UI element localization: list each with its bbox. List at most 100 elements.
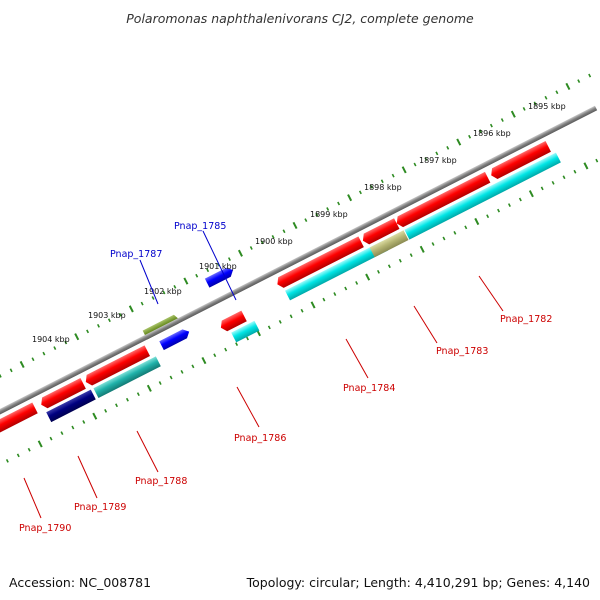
gene-arrow-pnap-1782[interactable] (488, 141, 551, 181)
minor-tick-mark (42, 351, 46, 356)
minor-tick-mark (551, 180, 555, 185)
genome-summary-text: Topology: circular; Length: 4,410,291 bp… (246, 575, 590, 590)
gene-label-pnap-1786[interactable]: Pnap_1786 (234, 433, 286, 444)
kbp-label: 1903 kbp (88, 311, 126, 320)
minor-tick-mark (333, 292, 337, 296)
minor-tick-mark (235, 342, 239, 346)
major-tick-mark (74, 333, 80, 341)
minor-tick-mark (246, 336, 249, 341)
gene-label-pnap-1782[interactable]: Pnap_1782 (500, 314, 552, 325)
orf-box-cyan-1786[interactable] (231, 320, 260, 343)
minor-tick-mark (180, 370, 184, 374)
gene-label-pnap-1784[interactable]: Pnap_1784 (343, 383, 395, 394)
major-tick-mark (365, 273, 371, 281)
gene-label-pnap-1790[interactable]: Pnap_1790 (19, 523, 71, 534)
minor-tick-mark (96, 323, 100, 328)
minor-tick-mark (497, 208, 501, 213)
minor-tick-mark (115, 403, 119, 408)
minor-tick-mark (442, 236, 446, 241)
minor-tick-mark (169, 375, 173, 380)
minor-tick-mark (213, 353, 217, 358)
gene-arrow-pnap-1784[interactable] (275, 236, 364, 289)
minor-tick-mark (355, 281, 359, 285)
minor-tick-mark (518, 197, 522, 202)
forward-strand-cds (0, 141, 551, 443)
reverse-strand-features (142, 266, 235, 351)
minor-tick-mark (486, 214, 490, 219)
orf-box-cyan-1782[interactable] (404, 152, 561, 240)
minor-tick-mark (289, 314, 293, 319)
leader-line-pnap-1789 (77, 455, 98, 499)
gene-label-pnap-1788[interactable]: Pnap_1788 (135, 476, 187, 487)
gene-arrow-pnap-1789[interactable] (39, 378, 86, 410)
minor-tick-mark (304, 218, 308, 223)
minor-tick-mark (16, 453, 20, 458)
inner-tick-track (5, 158, 599, 463)
leader-line-pnap-1790 (23, 477, 42, 519)
major-tick-mark (565, 82, 571, 90)
gene-label-pnap-1789[interactable]: Pnap_1789 (74, 502, 126, 513)
major-tick-mark (510, 110, 516, 118)
leader-line-pnap-1783 (413, 305, 438, 344)
major-tick-mark (310, 301, 316, 309)
minor-tick-mark (27, 447, 31, 452)
gene-arrow-pnap-1790[interactable] (0, 402, 38, 443)
minor-tick-mark (358, 190, 362, 195)
orf-box-cyan-1784[interactable] (285, 240, 389, 301)
minor-tick-mark (82, 420, 86, 424)
leader-line-pnap-1785 (202, 230, 237, 301)
gene-arrow-pnap-1785[interactable] (204, 266, 235, 288)
major-tick-mark (146, 384, 152, 392)
gene-arrow-pnap-1786[interactable] (218, 310, 247, 333)
kbp-label: 1899 kbp (310, 210, 348, 219)
minor-tick-mark (562, 175, 566, 180)
minor-tick-mark (249, 246, 253, 250)
orf-box-khaki-overlap[interactable] (369, 230, 409, 258)
minor-tick-mark (387, 264, 391, 269)
minor-tick-mark (5, 459, 9, 463)
gene-arrow-pnap-1783b[interactable] (360, 218, 400, 246)
minor-tick-mark (162, 290, 166, 295)
minor-tick-mark (369, 184, 373, 189)
gene-label-pnap-1783[interactable]: Pnap_1783 (436, 346, 488, 357)
gene-arrow-pnap-1788[interactable] (83, 345, 151, 387)
minor-tick-mark (344, 286, 348, 291)
minor-tick-mark (125, 397, 129, 402)
minor-tick-mark (577, 79, 581, 84)
minor-tick-mark (282, 229, 286, 234)
orf-box-navy-1789[interactable] (46, 389, 96, 423)
kbp-labels: 1895 kbp 1896 kbp 1897 kbp 1898 kbp 1899… (32, 102, 566, 344)
gene-labels: Pnap_1785 Pnap_1787 Pnap_1782 Pnap_1783 … (19, 221, 552, 534)
minor-tick-mark (489, 123, 493, 128)
minor-tick-mark (376, 269, 380, 274)
minor-tick-mark (595, 158, 599, 163)
accession-text: Accession: NC_008781 (9, 575, 151, 590)
minor-tick-mark (435, 151, 439, 156)
leader-line-pnap-1782 (478, 275, 504, 312)
minor-tick-mark (391, 173, 395, 178)
minor-tick-mark (540, 186, 544, 191)
minor-tick-mark (49, 436, 53, 441)
forward-strand-orfs (46, 152, 561, 423)
major-tick-mark (19, 360, 25, 369)
gene-label-pnap-1787[interactable]: Pnap_1787 (110, 249, 162, 260)
major-tick-mark (92, 412, 98, 420)
minor-tick-mark (271, 234, 275, 239)
gene-arrow-pnap-1787[interactable] (159, 327, 191, 351)
minor-tick-mark (224, 347, 228, 352)
minor-tick-mark (0, 373, 2, 378)
gene-label-pnap-1785[interactable]: Pnap_1785 (174, 221, 226, 232)
minor-tick-mark (413, 162, 417, 167)
minor-tick-mark (380, 179, 384, 184)
minor-tick-mark (195, 273, 199, 278)
major-tick-mark (128, 305, 134, 313)
leader-line-pnap-1786 (236, 386, 260, 428)
minor-tick-mark (544, 95, 548, 100)
leader-line-pnap-1784 (345, 338, 369, 379)
minor-tick-mark (278, 319, 282, 324)
gene-arrow-pnap-1783[interactable] (394, 171, 491, 229)
orf-box-teal-1788[interactable] (93, 356, 161, 399)
minor-tick-mark (453, 231, 457, 235)
major-tick-mark (201, 356, 207, 365)
minor-tick-mark (191, 364, 195, 369)
